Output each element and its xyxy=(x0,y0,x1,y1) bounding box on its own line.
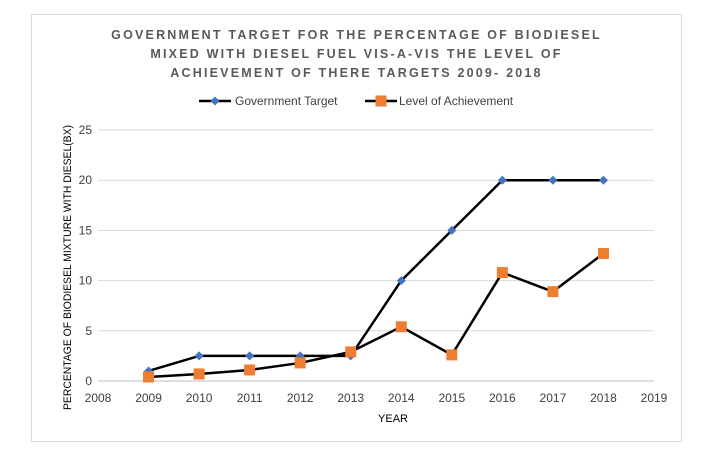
series-line-0 xyxy=(148,178,604,373)
series-0-point-9 xyxy=(598,175,608,185)
series-0-point-6 xyxy=(447,225,457,235)
series-0-point-7 xyxy=(497,175,507,185)
series-0-point-1 xyxy=(194,351,204,361)
x-tick-label-7: 2015 xyxy=(438,391,465,405)
x-tick-label-1: 2009 xyxy=(135,391,162,405)
series-1-point-8 xyxy=(547,286,559,298)
series-1-point-7 xyxy=(496,267,508,279)
chart-title: GOVERNMENT TARGET FOR THE PERCENTAGE OF … xyxy=(31,26,682,83)
legend-marker-1 xyxy=(375,95,387,107)
y-tick-label-5: 25 xyxy=(79,123,93,137)
series-1-point-9 xyxy=(597,247,609,259)
series-0-point-5 xyxy=(396,276,406,286)
series-line-1 xyxy=(148,252,605,379)
legend-label-1: Level of Achievement xyxy=(399,94,514,108)
x-tick-label-10: 2018 xyxy=(590,391,617,405)
legend-label-0: Government Target xyxy=(235,94,338,108)
x-axis-title: YEAR xyxy=(378,413,408,425)
x-tick-label-3: 2011 xyxy=(237,391,263,405)
x-tick-label-11: 2019 xyxy=(641,391,668,405)
legend-marker-0 xyxy=(210,96,220,106)
series-0-point-2 xyxy=(245,351,255,361)
x-tick-label-2: 2010 xyxy=(186,391,213,405)
x-tick-label-8: 2016 xyxy=(489,391,516,405)
chart-title-line-1: GOVERNMENT TARGET FOR THE PERCENTAGE OF … xyxy=(111,28,602,42)
x-tick-label-5: 2013 xyxy=(337,391,364,405)
y-tick-label-4: 20 xyxy=(79,173,93,187)
x-tick-label-9: 2017 xyxy=(540,391,567,405)
y-tick-label-1: 5 xyxy=(85,324,92,338)
y-tick-label-2: 10 xyxy=(79,274,93,288)
series-1-point-0 xyxy=(143,371,155,383)
series-1-point-4 xyxy=(345,346,357,358)
y-axis-title: PERCENTAGE OF BIODIESEL MIXTURE WITH DIE… xyxy=(62,125,74,410)
series-1-point-1 xyxy=(193,368,205,380)
series-1-point-6 xyxy=(446,349,458,361)
series-1-point-3 xyxy=(294,357,306,369)
chart-title-line-3: ACHIEVEMENT OF THERE TARGETS 2009- 2018 xyxy=(170,66,543,80)
series-0-point-8 xyxy=(548,175,558,185)
x-tick-label-4: 2012 xyxy=(287,391,314,405)
y-tick-label-0: 0 xyxy=(85,374,92,388)
series-1-point-2 xyxy=(244,364,256,376)
x-tick-label-6: 2014 xyxy=(388,391,415,405)
y-tick-label-3: 15 xyxy=(79,223,93,237)
x-tick-label-0: 2008 xyxy=(85,391,112,405)
series-1-point-5 xyxy=(395,321,407,333)
chart-title-line-2: MIXED WITH DIESEL FUEL VIS-A-VIS THE LEV… xyxy=(150,47,563,61)
chart-frame xyxy=(31,14,682,442)
